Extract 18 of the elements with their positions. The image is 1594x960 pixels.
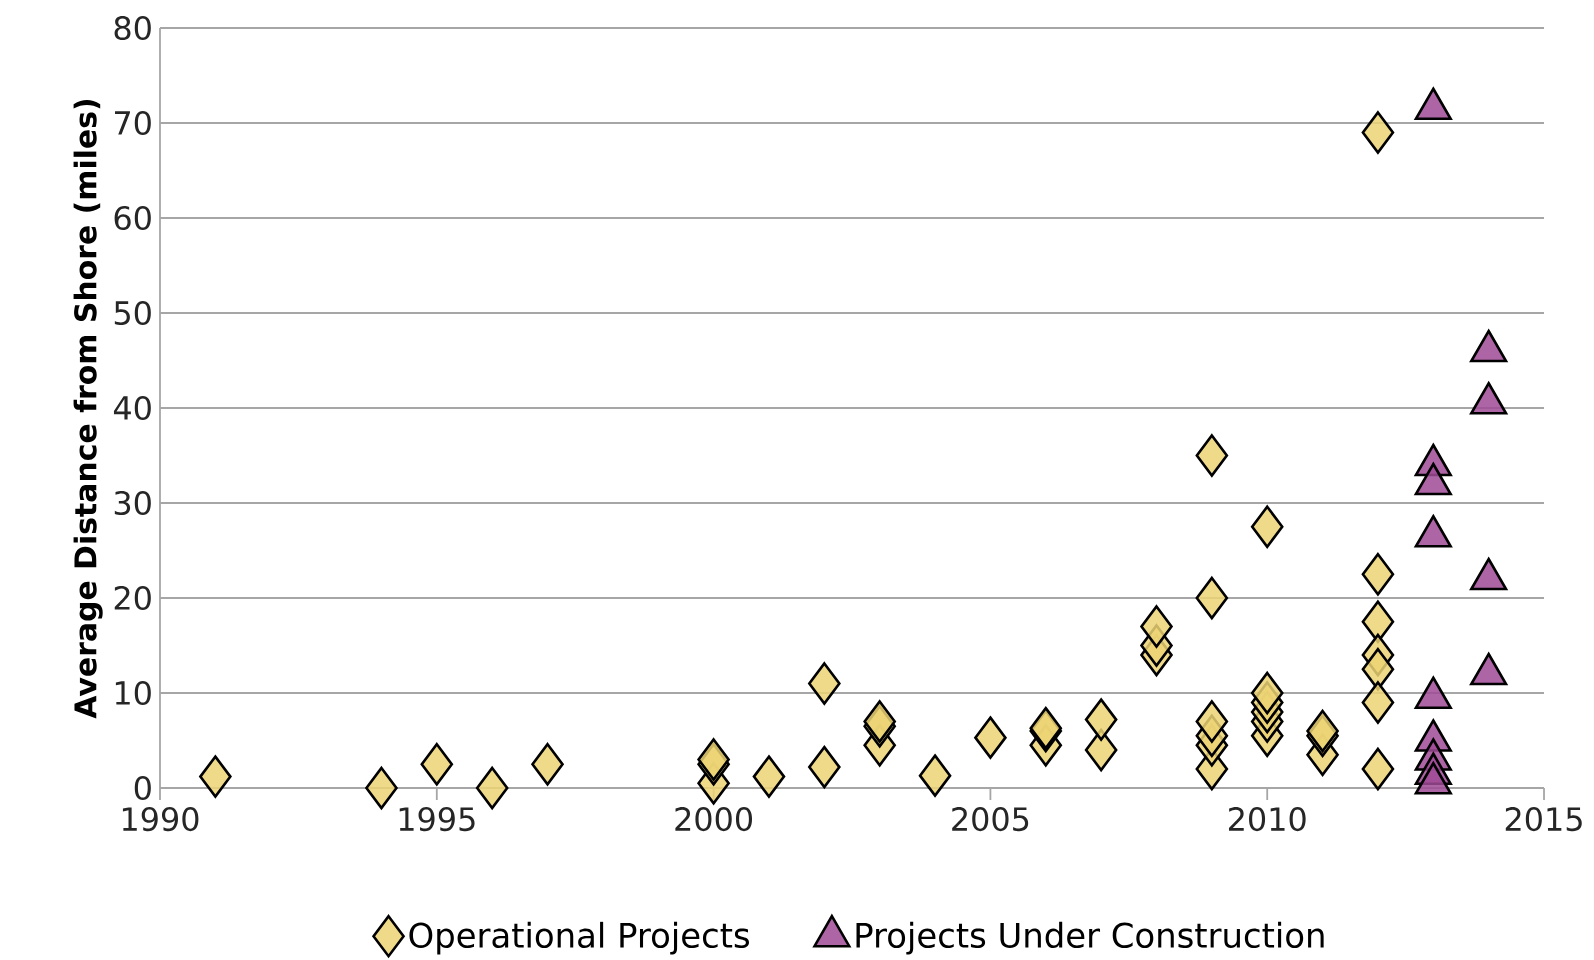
y-tick-label: 50 (114, 300, 151, 326)
y-tick-label: 40 (113, 395, 151, 421)
y-tick-label: 10 (115, 680, 151, 706)
y-tick-label: 70 (115, 110, 151, 136)
x-tick-label: 2010 (1228, 807, 1306, 832)
y-tick-label: 20 (114, 585, 151, 611)
y-tick-label: 60 (114, 205, 151, 231)
y-tick-label: 30 (114, 490, 151, 516)
y-axis-title: Average Distance from Shore (miles) (73, 99, 103, 719)
x-tick-label: 1990 (122, 807, 199, 832)
y-tick-label: 80 (114, 15, 151, 41)
legend-label: Projects Under Construction (856, 921, 1324, 955)
x-tick-label: 1995 (399, 807, 475, 832)
x-tick-label: 2015 (1505, 807, 1582, 832)
x-tick-label: 2005 (952, 807, 1029, 832)
x-tick-label: 2000 (675, 807, 753, 832)
y-tick-label: 0 (134, 775, 151, 801)
legend-label: Operational Projects (409, 921, 749, 955)
